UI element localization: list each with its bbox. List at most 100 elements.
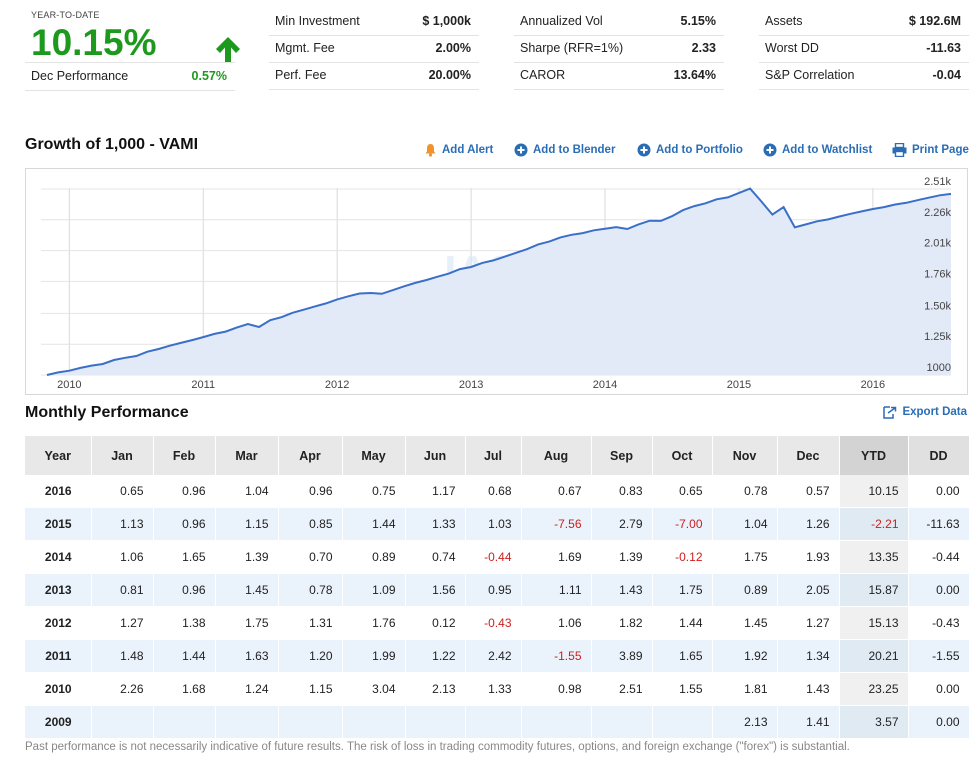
month-cell: -7.00	[652, 507, 713, 541]
month-cell: 2.13	[712, 705, 778, 739]
month-cell: 2.26	[91, 672, 154, 706]
month-cell: 1.22	[405, 639, 466, 673]
dec-performance-value: 0.57%	[191, 69, 227, 83]
month-cell: 1.76	[342, 606, 406, 640]
month-cell: 1.41	[777, 705, 840, 739]
add-to-blender-label: Add to Blender	[533, 144, 616, 156]
month-cell: 0.67	[521, 475, 592, 508]
column-header-feb: Feb	[153, 436, 216, 475]
table-row: 2016 0.65 0.96 1.04 0.96 0.75 1.17 0.68 0.67 0.83…	[25, 475, 970, 508]
month-cell: 1.44	[342, 507, 406, 541]
stat-value: $ 1,000k	[422, 14, 471, 28]
column-header-jun: Jun	[405, 436, 466, 475]
month-cell: 2.42	[465, 639, 522, 673]
column-header-jul: Jul	[465, 436, 522, 475]
month-cell	[652, 705, 713, 739]
table-row: 2012 1.27 1.38 1.75 1.31 1.76 0.12 -0.43 1.06 1.8…	[25, 606, 970, 640]
x-tick-label: 2010	[57, 379, 81, 391]
y-tick-label: 1.25k	[924, 331, 951, 343]
month-cell: 1.04	[215, 475, 279, 508]
add-to-blender-button[interactable]: Add to Blender	[514, 143, 615, 157]
stat-label: Mgmt. Fee	[275, 41, 335, 55]
print-page-label: Print Page	[912, 144, 969, 156]
month-cell: 1.03	[465, 507, 522, 541]
month-cell: 1.39	[215, 540, 279, 574]
month-cell: 1.15	[215, 507, 279, 541]
month-cell: 1.99	[342, 639, 406, 673]
dd-cell: -0.44	[908, 540, 970, 574]
year-cell: 2013	[25, 573, 92, 607]
column-header-aug: Aug	[521, 436, 592, 475]
dd-cell: -0.43	[908, 606, 970, 640]
column-header-dd: DD	[908, 436, 970, 475]
month-cell	[278, 705, 343, 739]
dd-cell: 0.00	[908, 705, 970, 739]
month-cell	[215, 705, 279, 739]
print-page-button[interactable]: Print Page	[892, 143, 969, 157]
ytd-value: 10.15%	[31, 22, 157, 63]
month-cell: 0.68	[465, 475, 522, 508]
x-tick-label: 2011	[191, 379, 215, 391]
month-cell: 0.89	[342, 540, 406, 574]
stat-value: 13.64%	[673, 68, 716, 82]
plus-circle-icon	[763, 143, 777, 157]
chart-actions: Add Alert Add to Blender Add to Portfoli…	[424, 143, 969, 161]
column-header-nov: Nov	[712, 436, 778, 475]
column-header-sep: Sep	[591, 436, 653, 475]
assets-row: Assets $ 192.6M	[759, 8, 969, 36]
column-header-mar: Mar	[215, 436, 279, 475]
export-data-button[interactable]: Export Data	[883, 405, 967, 419]
add-alert-label: Add Alert	[442, 144, 494, 156]
ytd-panel: YEAR-TO-DATE 10.15% Dec Performance 0.57…	[25, 8, 240, 91]
month-cell: 1.65	[652, 639, 713, 673]
vami-chart: IASG 10001.25k1.50k1.76k2.01k2.26k2.51k …	[25, 168, 968, 395]
month-cell: 2.13	[405, 672, 466, 706]
month-cell: 1.27	[91, 606, 154, 640]
month-cell	[521, 705, 592, 739]
month-cell: 1.75	[712, 540, 778, 574]
month-cell: 2.51	[591, 672, 653, 706]
month-cell: 1.26	[777, 507, 840, 541]
table-header-row: Year Jan Feb Mar Apr May Jun Jul Aug Sep Oct Nov Dec…	[25, 436, 970, 475]
add-to-watchlist-button[interactable]: Add to Watchlist	[763, 143, 872, 157]
month-cell: 1.13	[91, 507, 154, 541]
month-cell	[153, 705, 216, 739]
risk-panel: Annualized Vol 5.15% Sharpe (RFR=1%) 2.3…	[514, 8, 724, 90]
table-row: 2013 0.81 0.96 1.45 0.78 1.09 1.56 0.95 1.11 1.43…	[25, 573, 970, 607]
year-cell: 2012	[25, 606, 92, 640]
month-cell: 0.74	[405, 540, 466, 574]
monthly-performance-title: Monthly Performance	[25, 404, 189, 421]
stat-value: -11.63	[926, 41, 961, 55]
month-cell: 1.20	[278, 639, 343, 673]
sp-correlation-row: S&P Correlation -0.04	[759, 62, 969, 90]
month-cell: 1.11	[521, 573, 592, 607]
add-to-portfolio-button[interactable]: Add to Portfolio	[637, 143, 743, 157]
month-cell	[405, 705, 466, 739]
ytd-cell: 15.13	[839, 606, 909, 640]
printer-icon	[892, 143, 907, 157]
month-cell: 0.95	[465, 573, 522, 607]
month-cell: 1.31	[278, 606, 343, 640]
month-cell: 1.45	[712, 606, 778, 640]
add-alert-button[interactable]: Add Alert	[424, 143, 493, 157]
y-tick-label: 1.76k	[924, 268, 951, 280]
column-header-oct: Oct	[652, 436, 713, 475]
y-tick-label: 2.51k	[924, 176, 951, 188]
month-cell: -0.12	[652, 540, 713, 574]
stat-value: -0.04	[932, 68, 962, 82]
dec-performance-row: Dec Performance 0.57%	[25, 62, 235, 91]
month-cell: 0.57	[777, 475, 840, 508]
month-cell: 1.44	[652, 606, 713, 640]
up-arrow-icon	[216, 37, 240, 63]
export-icon	[883, 406, 897, 419]
year-cell: 2014	[25, 540, 92, 574]
month-cell: 1.33	[405, 507, 466, 541]
ytd-cell: 20.21	[839, 639, 909, 673]
ytd-cell: 13.35	[839, 540, 909, 574]
column-header-dec: Dec	[777, 436, 840, 475]
export-data-label: Export Data	[902, 406, 967, 418]
month-cell: -0.44	[465, 540, 522, 574]
dd-cell: 0.00	[908, 573, 970, 607]
dd-cell: -11.63	[908, 507, 970, 541]
caror-row: CAROR 13.64%	[514, 62, 724, 90]
